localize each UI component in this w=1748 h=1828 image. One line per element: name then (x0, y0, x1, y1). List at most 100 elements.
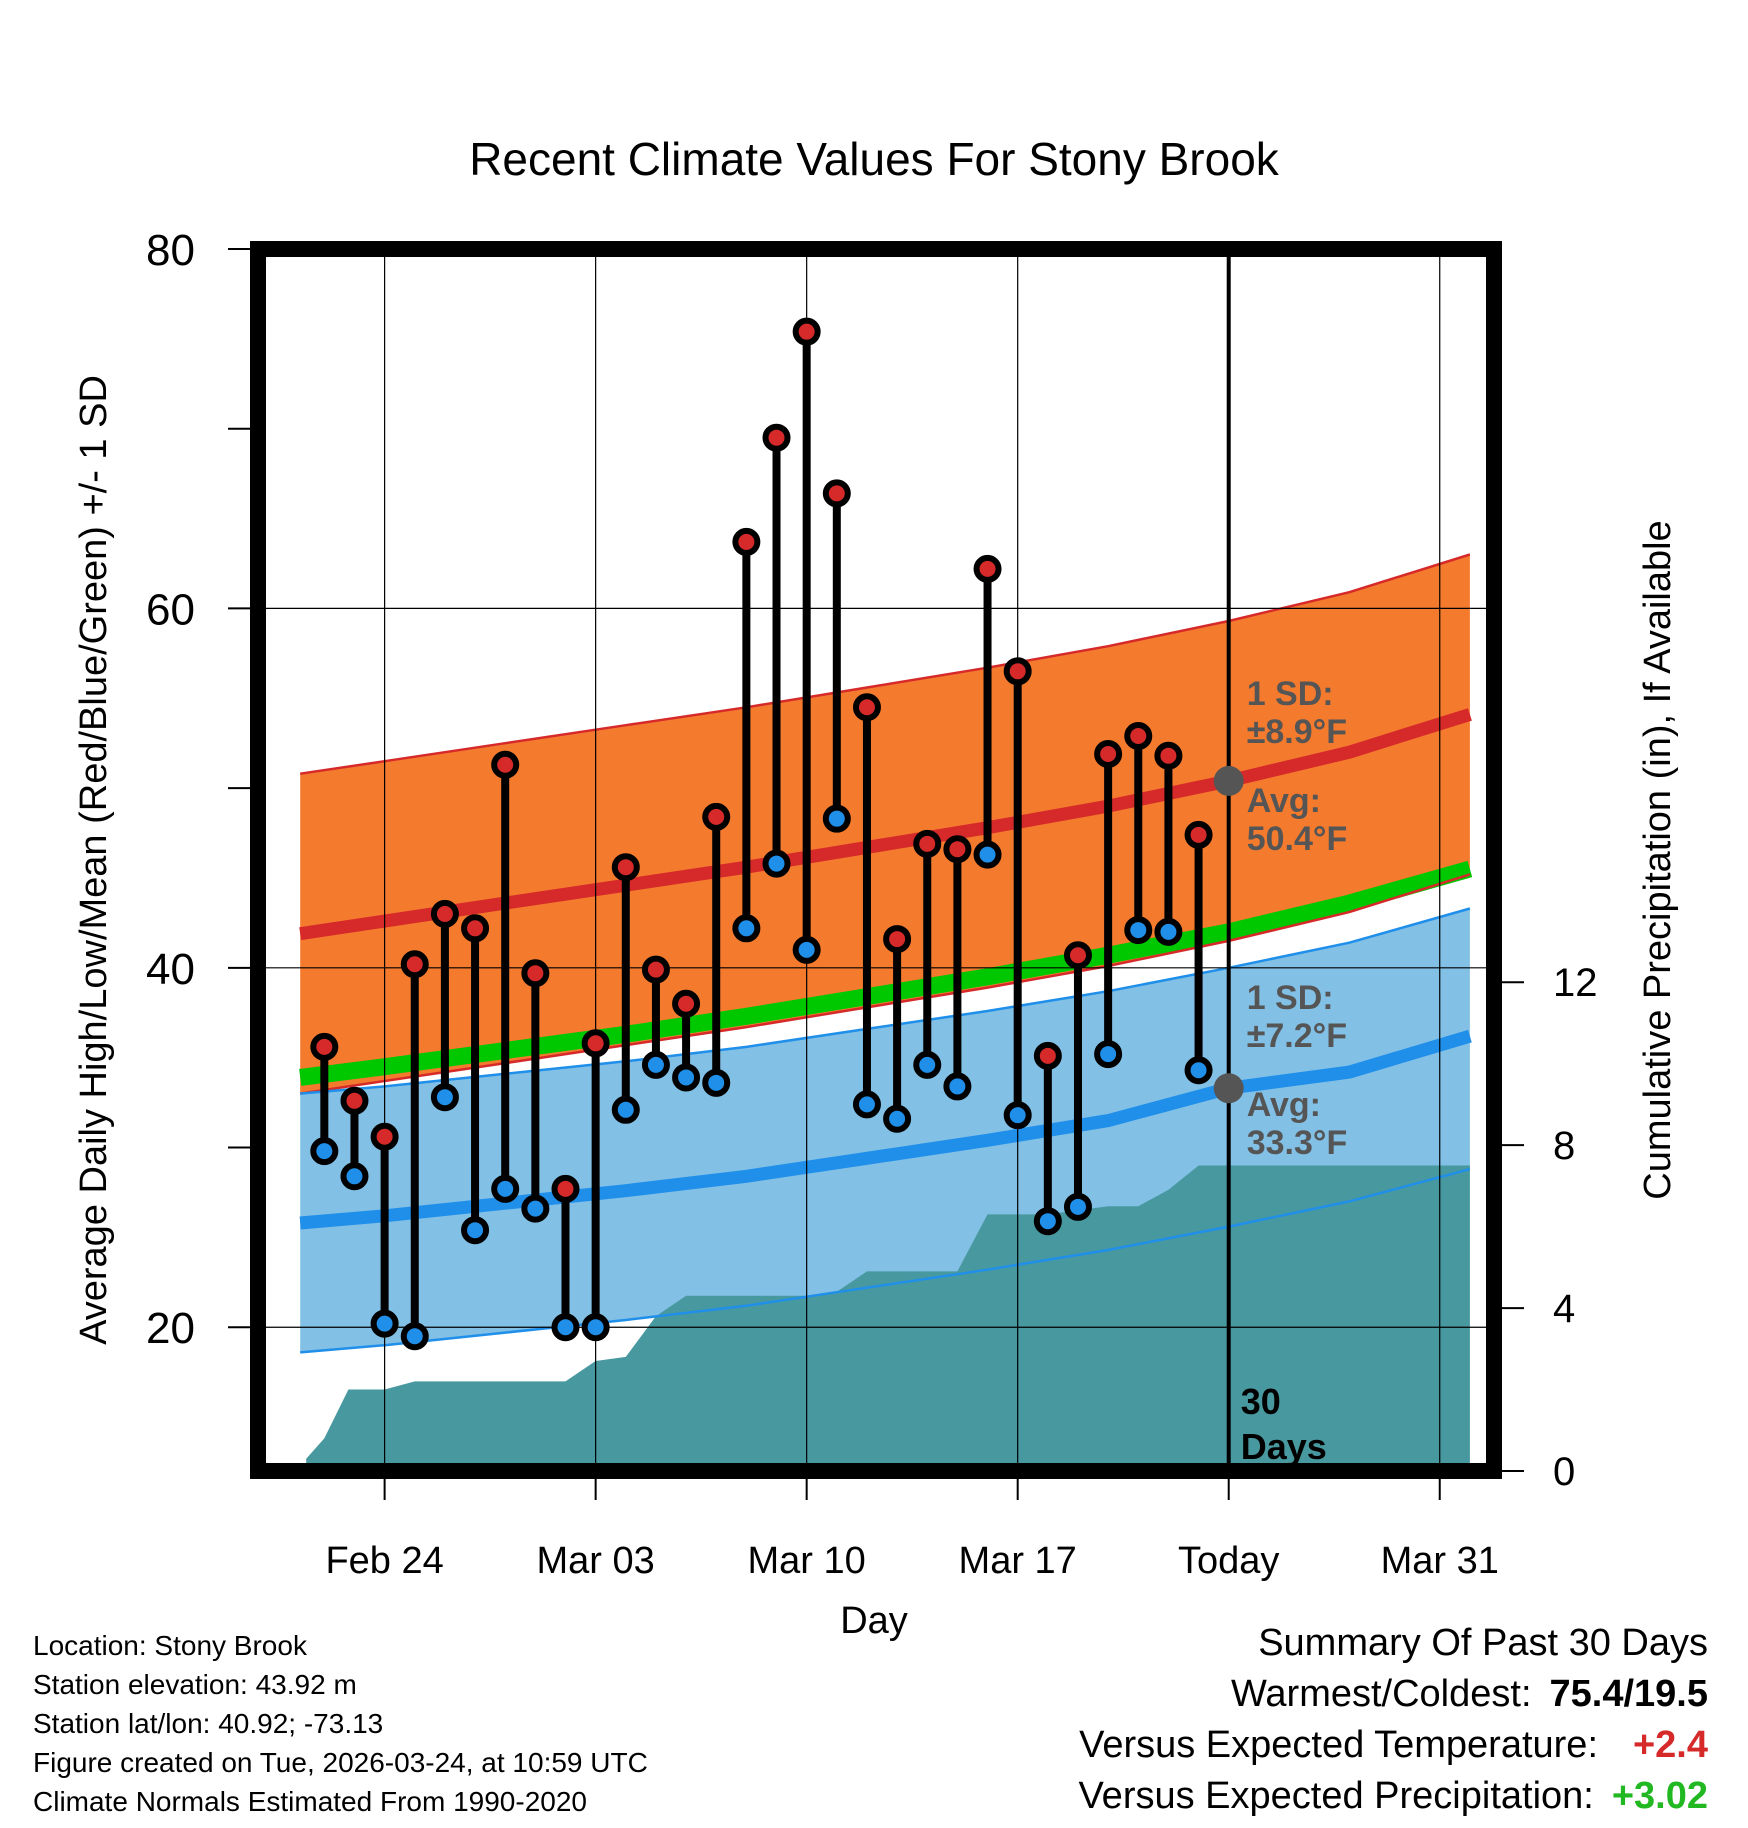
daily-low-point (340, 1162, 369, 1191)
daily-low-point (1033, 1207, 1062, 1236)
low-lower-sd-line (300, 1167, 1471, 1354)
high-sd-annotation-line: 1 SD: (1247, 675, 1334, 713)
station-location: Location: Stony Brook (33, 1630, 307, 1661)
temperature-anomaly-value: +2.4 (1632, 1724, 1708, 1766)
daily-low-point (792, 935, 821, 964)
daily-high-point (973, 554, 1002, 583)
y-tick-label: 80 (146, 226, 195, 275)
daily-high-point (461, 914, 490, 943)
daily-low-point (310, 1137, 339, 1166)
daily-high-point (1033, 1041, 1062, 1070)
daily-low-point (732, 914, 761, 943)
precipitation-anomaly-label: Versus Expected Precipitation: (1078, 1775, 1594, 1817)
low-avg-annotation-line: 33.3°F (1247, 1124, 1348, 1162)
low-avg-annotation: Avg:33.3°F (1247, 1086, 1348, 1162)
x-tick-label: Mar 03 (536, 1540, 654, 1582)
daily-low-point (1063, 1192, 1092, 1221)
summary-panel: Summary Of Past 30 Days Warmest/Coldest:… (1078, 1618, 1708, 1822)
climate-normals-period: Climate Normals Estimated From 1990-2020 (33, 1786, 587, 1817)
daily-low-point (370, 1309, 399, 1338)
precipitation-anomaly-value: +3.02 (1611, 1775, 1708, 1817)
daily-high-point (822, 479, 851, 508)
y2-tick-label: 4 (1553, 1287, 1575, 1331)
daily-high-point (400, 950, 429, 979)
daily-low-point (581, 1313, 610, 1342)
daily-low-point (1003, 1101, 1032, 1130)
daily-low-point (521, 1194, 550, 1223)
daily-low-point (1124, 916, 1153, 945)
daily-low-point (913, 1050, 942, 1079)
y-tick-label: 60 (146, 585, 195, 634)
daily-high-point (943, 835, 972, 864)
daily-low-point (973, 840, 1002, 869)
daily-high-point (641, 955, 670, 984)
daily-high-point (1124, 722, 1153, 751)
figure-created: Figure created on Tue, 2026-03-24, at 10… (33, 1747, 648, 1778)
x-tick-label: Mar 31 (1381, 1540, 1499, 1582)
daily-high-point (611, 853, 640, 882)
high-upper-sd-line (300, 553, 1471, 775)
summary-precipitation: Versus Expected Precipitation: +3.02 (1078, 1771, 1708, 1822)
daily-high-point (430, 899, 459, 928)
daily-low-point (852, 1090, 881, 1119)
daily-high-point (792, 317, 821, 346)
daily-high-point (852, 693, 881, 722)
axes: 20 40 60 80 0 4 8 12 Feb 24 Mar 03 Mar 10 Mar 17 Tod… (73, 226, 1679, 1642)
y2-tick-label: 0 (1553, 1450, 1575, 1494)
low-mean-line (299, 1029, 1472, 1230)
station-elevation: Station elevation: 43.92 m (33, 1669, 357, 1700)
x-tick-label: Today (1178, 1540, 1279, 1582)
summary-temperature: Versus Expected Temperature: +2.4 (1078, 1720, 1708, 1771)
low-sd-annotation-line: 1 SD: (1247, 979, 1334, 1017)
high-sd-annotation: 1 SD:±8.9°F (1247, 675, 1347, 751)
low-avg-annotation-line: Avg: (1247, 1086, 1321, 1124)
temperature-anomaly-label: Versus Expected Temperature: (1079, 1724, 1598, 1766)
x-tick-label: Mar 10 (748, 1540, 866, 1582)
high-avg-annotation-line: Avg: (1247, 782, 1321, 820)
high-sd-annotation-line: ±8.9°F (1247, 713, 1347, 751)
today-low-normal-marker (1213, 1073, 1244, 1104)
daily-high-point (551, 1174, 580, 1203)
daily-high-point (672, 989, 701, 1018)
daily-low-point (1154, 917, 1183, 946)
high-avg-annotation: Avg:50.4°F (1247, 782, 1348, 858)
summary-warmest-coldest: Warmest/Coldest: 75.4/19.5 (1078, 1669, 1708, 1720)
daily-low-point (400, 1322, 429, 1351)
y2-tick-label: 12 (1553, 961, 1598, 1005)
y-axis-title: Average Daily High/Low/Mean (Red/Blue/Gr… (73, 375, 115, 1345)
daily-high-point (913, 829, 942, 858)
daily-high-point (732, 527, 761, 556)
window-label-line: 30 (1241, 1381, 1281, 1422)
window-label-line: Days (1241, 1426, 1327, 1467)
high-sd-band (300, 554, 1470, 1094)
station-latlon: Station lat/lon: 40.92; -73.13 (33, 1708, 384, 1739)
y2-axis-title: Cumulative Precipitation (in), If Availa… (1637, 520, 1679, 1199)
daily-low-point (1184, 1056, 1213, 1085)
daily-high-point (1094, 739, 1123, 768)
daily-low-point (1094, 1040, 1123, 1069)
x-tick-label: Feb 24 (325, 1540, 443, 1582)
plot-frame (250, 241, 1502, 1479)
warmest-coldest-label: Warmest/Coldest: (1230, 1673, 1532, 1715)
y-tick-label: 20 (146, 1304, 195, 1353)
x-tick-label: Mar 17 (959, 1540, 1077, 1582)
daily-low-point (491, 1174, 520, 1203)
daily-low-point (762, 849, 791, 878)
daily-low-point (943, 1072, 972, 1101)
daily-low-point (611, 1095, 640, 1124)
daily-low-point (883, 1104, 912, 1133)
daily-low-point (672, 1063, 701, 1092)
warmest-coldest-value: 75.4/19.5 (1549, 1673, 1708, 1715)
daily-high-point (1184, 820, 1213, 849)
daily-high-point (702, 802, 731, 831)
daily-low-point (461, 1216, 490, 1245)
station-info: Location: Stony Brook Station elevation:… (33, 1626, 648, 1821)
daily-low-point (822, 804, 851, 833)
y2-tick-label: 8 (1553, 1124, 1575, 1168)
daily-low-point (430, 1083, 459, 1112)
daily-high-point (762, 423, 791, 452)
daily-high-point (581, 1029, 610, 1058)
